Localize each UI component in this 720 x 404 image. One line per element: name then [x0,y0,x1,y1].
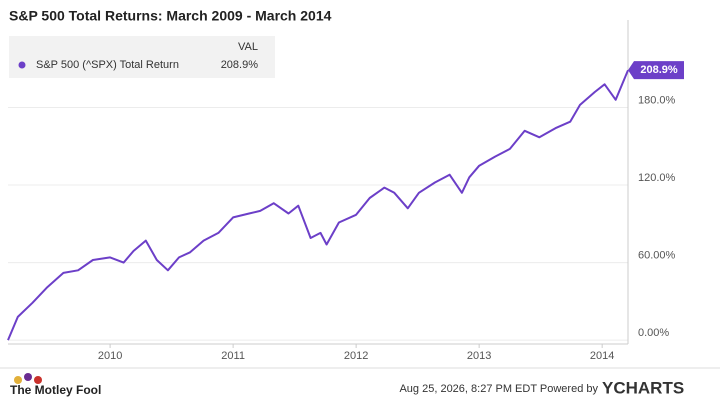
end-label: 208.9% [640,64,678,76]
x-tick-label: 2013 [467,350,491,362]
legend-value: 208.9% [221,59,259,71]
logo-dot [34,376,42,384]
end-tag [628,61,684,80]
x-tick-label: 2012 [344,350,368,362]
series-line [7,69,629,341]
y-tick-label: 60.00% [638,249,676,261]
footer-timestamp: Aug 25, 2026, 8:27 PM EDT Powered by [399,383,598,395]
logo-dot [14,376,22,384]
x-tick-label: 2011 [221,350,245,362]
logo-dot [24,373,32,381]
y-tick-label: 0.00% [638,327,669,339]
legend-header: VAL [238,41,258,53]
x-tick-label: 2014 [590,350,614,362]
footer-brand: The Motley Fool [10,383,101,397]
legend-label: S&P 500 (^SPX) Total Return [36,59,179,71]
y-tick-label: 180.0% [638,94,676,106]
legend-box [9,36,275,78]
x-tick-label: 2010 [98,350,122,362]
legend-marker [18,61,26,69]
footer-provider: YCHARTS [602,378,684,397]
y-tick-label: 120.0% [638,172,676,184]
chart-title: S&P 500 Total Returns: March 2009 - Marc… [9,8,332,24]
